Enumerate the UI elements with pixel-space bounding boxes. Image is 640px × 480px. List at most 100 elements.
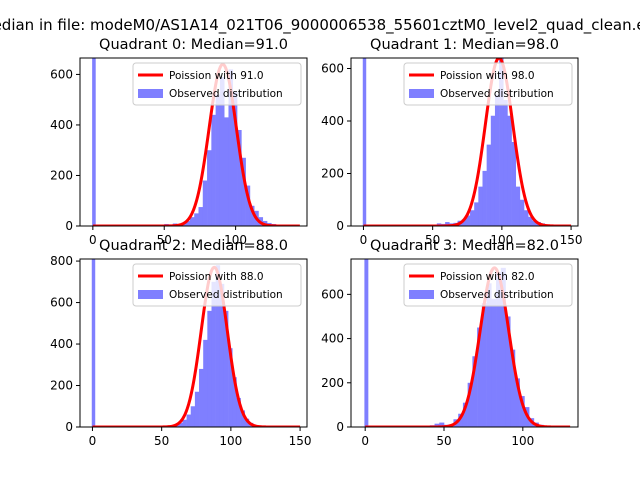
histogram-bar	[465, 215, 471, 226]
x-tick-label: 150	[289, 434, 312, 448]
legend-box	[403, 62, 573, 106]
histogram-bar	[228, 69, 234, 226]
y-tick-label: 600	[50, 296, 73, 310]
x-tick-label: 100	[224, 233, 247, 247]
histogram-bar-zero-bin	[364, 259, 369, 427]
subplot-quadrant-3: 0 50 100 0 200 400 600 Quadrant 3: Median=82.0 P…	[321, 238, 579, 448]
histogram-bar	[236, 397, 241, 427]
histogram-bar	[202, 180, 208, 226]
histogram-bar	[470, 210, 475, 226]
x-tick-label: 0	[360, 233, 368, 247]
legend-entry-observed: Observed distribution	[169, 88, 283, 100]
histogram-bar	[178, 422, 183, 427]
histogram-bar	[240, 410, 246, 427]
legend-hist-swatch	[138, 290, 163, 299]
y-tick-label: 400	[50, 118, 73, 132]
histogram-bar	[211, 114, 216, 226]
histogram-bar	[514, 378, 520, 427]
histogram-bar	[500, 267, 506, 427]
histogram-bar	[224, 117, 229, 226]
legend-hist-swatch	[409, 89, 434, 98]
histogram-bar	[215, 265, 221, 427]
x-tick-label: 50	[154, 434, 169, 448]
histogram-bar	[477, 327, 483, 427]
legend-entry-observed: Observed distribution	[440, 289, 554, 301]
histogram-bar	[223, 310, 229, 427]
histogram-bar	[185, 220, 191, 226]
histogram-bar	[519, 396, 525, 427]
histogram-bar	[505, 316, 511, 427]
y-tick-label: 200	[321, 376, 344, 390]
x-tick-label: 100	[490, 233, 513, 247]
x-tick-label: 150	[560, 233, 583, 247]
histogram-bar	[515, 186, 521, 226]
legend-entry-poisson: Poission with 91.0	[169, 70, 264, 82]
histogram-bar	[198, 207, 204, 226]
plot-area	[364, 259, 571, 427]
histogram-bar	[499, 58, 504, 226]
plot-area	[362, 58, 572, 226]
histogram-bar	[494, 94, 500, 226]
histogram-bar	[503, 100, 508, 226]
histogram-bar	[519, 199, 525, 226]
histogram-bar	[461, 219, 467, 226]
histogram-bar	[532, 220, 537, 226]
histogram-bar	[219, 76, 225, 226]
histogram-bar	[439, 422, 445, 427]
histogram-bar	[510, 349, 516, 427]
x-tick-label: 0	[361, 434, 369, 448]
subplot-title: Quadrant 2: Median=88.0	[99, 238, 288, 254]
legend: Poission with 88.0 Observed distribution	[132, 263, 302, 307]
y-tick-label: 0	[336, 420, 344, 434]
legend-entry-observed: Observed distribution	[169, 289, 283, 301]
x-tick-label: 0	[89, 434, 97, 448]
histogram-bar	[458, 413, 464, 427]
subplot-quadrant-2: 0 50 100 150 0 200 400 600 800 Quadrant 2: Median…	[50, 238, 311, 448]
histogram-bar	[528, 216, 533, 226]
histogram-bar	[241, 157, 246, 226]
histogram-bar	[445, 222, 450, 226]
axes-frame	[79, 258, 308, 428]
legend-entry-poisson: Poission with 88.0	[169, 271, 264, 283]
poisson-curve	[364, 266, 571, 427]
histogram-bar	[507, 115, 512, 226]
figure-suptitle: Median in file: modeM0/AS1A14_021T06_900…	[0, 16, 640, 35]
histogram-bar	[249, 205, 255, 226]
y-tick-label: 200	[50, 379, 73, 393]
y-tick-label: 0	[65, 219, 73, 233]
x-tick-label: 50	[436, 434, 451, 448]
y-tick-label: 600	[50, 67, 73, 81]
legend-hist-swatch	[138, 89, 163, 98]
histogram-bar	[199, 368, 204, 427]
histogram-bar	[490, 115, 496, 226]
histogram-bar	[182, 419, 187, 427]
histogram-bar	[237, 130, 242, 226]
legend-box	[132, 62, 302, 106]
histogram-bar	[496, 272, 502, 427]
histogram-bar	[434, 423, 440, 427]
subplot-quadrant-0: 0 50 100 0 200 400 600 Quadrant 0: Median=91.0 P…	[50, 37, 308, 247]
histogram-bar	[481, 303, 487, 427]
subplot-quadrant-1: 0 50 100 150 0 200 400 600 Quadrant 1: Median=98…	[321, 37, 582, 247]
legend: Poission with 91.0 Observed distribution	[132, 62, 302, 106]
histogram-bar	[194, 391, 200, 427]
histogram-bar	[190, 406, 196, 427]
axes-frame	[79, 57, 308, 227]
histogram-bar	[462, 402, 468, 427]
histogram-bar	[189, 217, 195, 226]
histogram-bar	[245, 185, 251, 226]
y-tick-label: 400	[321, 114, 344, 128]
histogram-bar	[478, 186, 483, 226]
subplot-title: Quadrant 0: Median=91.0	[99, 37, 288, 53]
legend-hist-swatch	[409, 290, 434, 299]
axes-frame	[350, 57, 579, 227]
x-tick-label: 100	[511, 434, 534, 448]
legend-entry-poisson: Poission with 98.0	[440, 70, 535, 82]
legend-entry-observed: Observed distribution	[440, 88, 554, 100]
y-tick-label: 600	[321, 62, 344, 76]
histogram-bar-zero-bin	[91, 259, 96, 427]
y-tick-label: 800	[50, 254, 73, 268]
poisson-curve	[362, 58, 572, 226]
histogram-bar	[511, 142, 517, 226]
